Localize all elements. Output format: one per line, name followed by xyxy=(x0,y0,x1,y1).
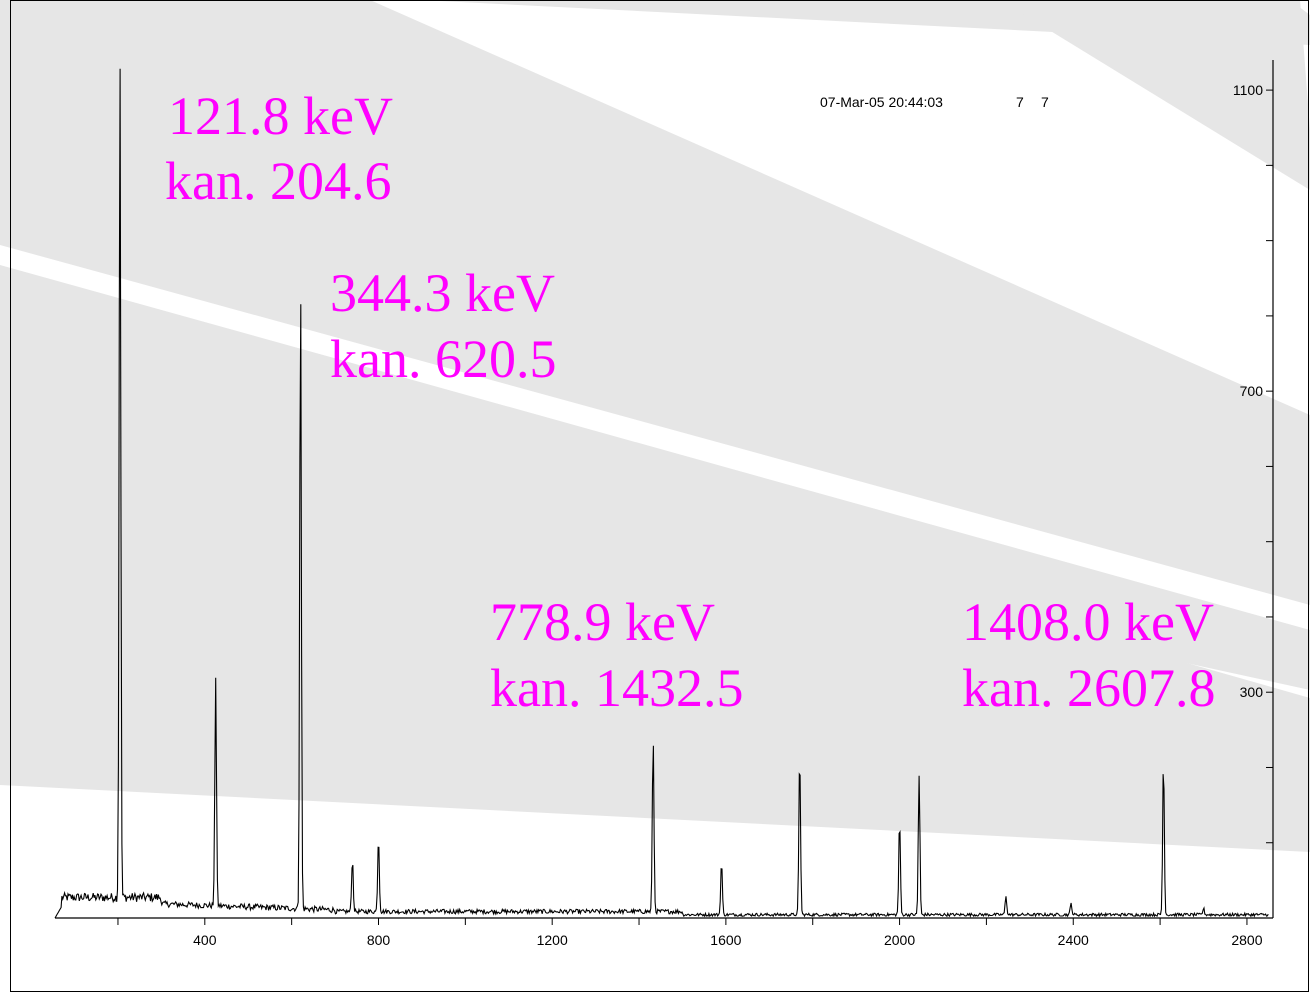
annotation-channel-1: kan. 204.6 xyxy=(165,151,391,211)
x-tick-label: 400 xyxy=(193,932,217,948)
stripe-band-4 xyxy=(0,265,1310,690)
x-tick-label: 800 xyxy=(367,932,391,948)
spectrum-line xyxy=(54,68,1269,919)
y-tick-label: 300 xyxy=(1240,684,1264,700)
annotation-energy-1: 121.8 keV xyxy=(168,86,393,146)
annotation-energy-4: 1408.0 keV xyxy=(962,592,1214,652)
stripe-band-5 xyxy=(1000,0,1310,190)
id-label-a: 7 xyxy=(1016,94,1024,110)
y-tick-label: 1100 xyxy=(1233,82,1263,98)
x-tick-label: 2400 xyxy=(1058,932,1089,948)
annotation-channel-3: kan. 1432.5 xyxy=(490,658,743,718)
x-tick-label: 2800 xyxy=(1231,932,1262,948)
annotation-energy-3: 778.9 keV xyxy=(490,592,715,652)
x-tick-label: 1200 xyxy=(537,932,568,948)
timestamp-label: 07-Mar-05 20:44:03 xyxy=(820,94,943,110)
x-tick-label: 1600 xyxy=(710,932,741,948)
stripe-band-1 xyxy=(0,0,1310,605)
y-axis-ticks: 300 700 1100 xyxy=(1233,82,1273,844)
background-stripes xyxy=(0,0,1310,852)
x-tick-label: 2000 xyxy=(884,932,915,948)
annotation-channel-2: kan. 620.5 xyxy=(330,329,556,389)
peak-annotations: 121.8 keV kan. 204.6 344.3 keV kan. 620.… xyxy=(165,86,1215,718)
y-tick-label: 700 xyxy=(1240,383,1264,399)
annotation-energy-2: 344.3 keV xyxy=(330,263,555,323)
id-label-b: 7 xyxy=(1041,94,1049,110)
page-frame xyxy=(10,0,1309,992)
annotation-channel-4: kan. 2607.8 xyxy=(962,658,1215,718)
x-axis-ticks: 400 800 1200 1600 2000 2400 2800 xyxy=(117,918,1263,948)
